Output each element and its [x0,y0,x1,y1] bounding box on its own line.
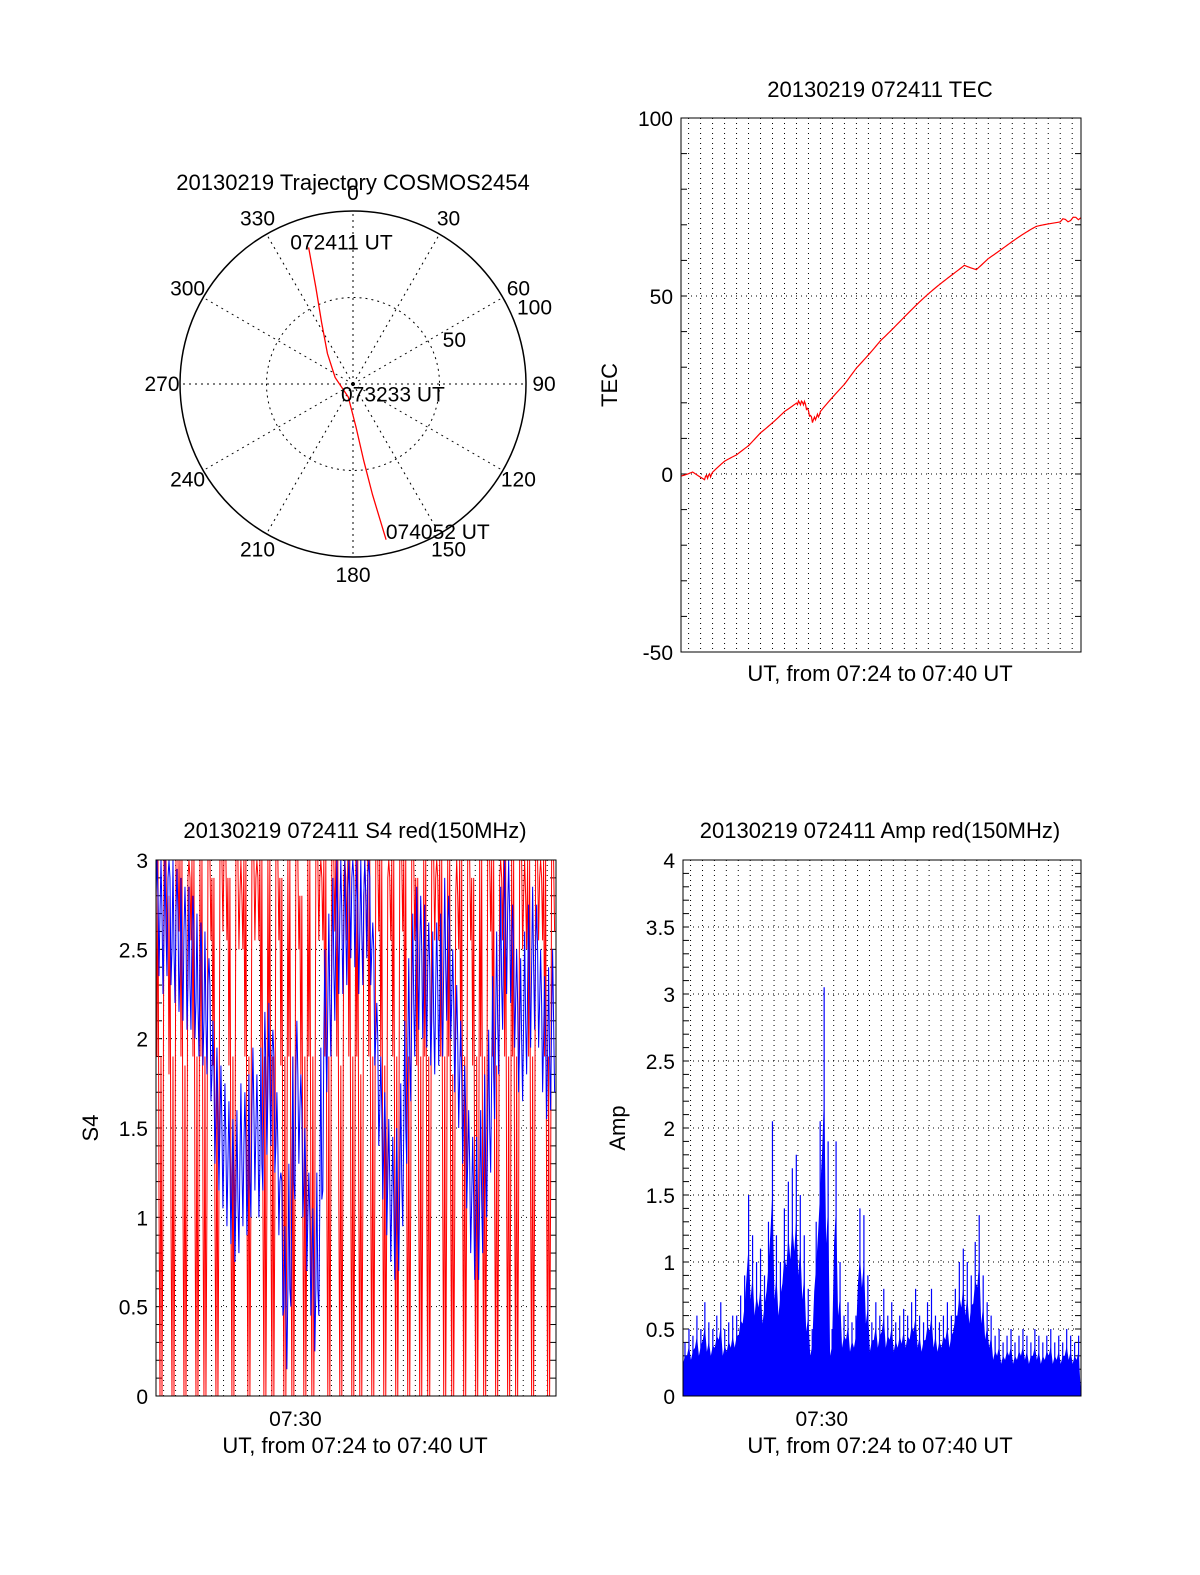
polar-grid [179,210,527,558]
polar-angle-labels: 0 30 60 90 120 150 180 210 240 270 300 330 [144,182,555,587]
amp-ytick-label: 3.5 [646,917,675,940]
amp-series [683,987,1081,1396]
tec-title: 20130219 072411 TEC [767,77,993,102]
polar-outer-circle [179,210,527,558]
amp-grid [683,859,1081,1397]
amp-ytick-label: 2.5 [646,1051,675,1074]
tec-ytick-label: -50 [643,642,673,665]
polar-trajectory-line [307,247,387,540]
tec-series [680,216,1082,481]
s4-ytick-label: 1.5 [119,1118,148,1141]
polar-angle-label: 0 [347,182,359,205]
s4-x-ticks: 07:30 [269,1408,322,1431]
s4-plot-frame [155,859,557,1397]
amp-y-ticks: 0 0.5 1 1.5 2 2.5 3 3.5 4 [646,850,676,1409]
amp-xtick-label: 07:30 [795,1408,848,1431]
polar-annotations: 072411 UT 073233 UT 074052 UT [290,231,490,544]
amp-ytick-label: 4 [663,850,675,873]
s4-xtick-label: 07:30 [269,1408,322,1431]
polar-angle-label: 180 [335,564,370,587]
tec-ytick-label: 0 [661,464,673,487]
amp-ytick-label: 1.5 [646,1185,675,1208]
s4-ytick-label: 2.5 [119,939,148,962]
polar-angle-label: 60 [507,278,530,301]
polar-angle-label: 30 [437,208,460,231]
amp-xlabel: UT, from 07:24 to 07:40 UT [747,1433,1012,1458]
amp-chart: 20130219 072411 Amp red(150MHz) 0 0.5 1 1.5… [605,818,1082,1458]
s4-line [155,859,556,1370]
polar-time-annotation: 074052 UT [386,521,490,544]
polar-spoke [352,383,504,471]
tec-y-ticks: -50 0 50 100 [638,108,673,665]
tec-ytick-label: 100 [638,108,673,131]
s4-xlabel: UT, from 07:24 to 07:40 UT [222,1433,487,1458]
polar-radial-label: 50 [443,329,466,352]
polar-time-annotation: 072411 UT [290,231,393,254]
polar-title: 20130219 Trajectory COSMOS2454 [176,170,529,195]
amp-ytick-label: 0.5 [646,1319,675,1342]
amp-ytick-label: 1 [663,1252,675,1275]
polar-angle-label: 150 [431,538,466,561]
tec-ylabel: TEC [597,363,622,407]
s4-ytick-label: 1 [136,1207,148,1230]
amp-ytick-label: 2 [663,1118,675,1141]
polar-angle-label: 240 [170,469,205,492]
s4-ylabel: S4 [78,1115,103,1142]
polar-angle-label: 210 [240,538,275,561]
polar-radial-label: 100 [517,297,552,320]
polar-radial-labels: 50 100 [443,297,552,352]
s4-chart: 20130219 072411 S4 red(150MHz) 0 0.5 1 1.5 2… [78,818,557,1458]
tec-ytick-label: 50 [650,286,673,309]
amp-area [683,1089,1081,1396]
amp-ylabel: Amp [605,1105,630,1150]
polar-series [307,247,387,540]
polar-angle-label: 270 [144,373,179,396]
polar-angle-label: 300 [170,278,205,301]
tec-chart: 20130219 072411 TEC -50 0 50 100 UT, from 0… [597,77,1082,686]
s4-ytick-label: 0.5 [119,1297,148,1320]
polar-spoke [352,383,440,535]
tec-plot-frame [680,117,1082,653]
amp-title: 20130219 072411 Amp red(150MHz) [700,818,1060,843]
polar-spoke [202,297,354,385]
polar-spoke [352,297,504,385]
tec-grid [681,117,1081,653]
s4-ytick-label: 0 [136,1386,148,1409]
polar-spoke [352,233,440,385]
s4-ytick-label: 2 [136,1029,148,1052]
s4-y-ticks: 0 0.5 1 1.5 2 2.5 3 [119,850,148,1409]
polar-spoke [266,233,354,385]
polar-spoke [202,383,354,471]
polar-spoke [266,383,354,535]
polar-time-annotation: 073233 UT [341,383,445,406]
amp-x-ticks: 07:30 [795,1408,848,1431]
polar-angle-label: 90 [532,373,555,396]
amp-ytick-label: 3 [663,984,675,1007]
tec-xlabel: UT, from 07:24 to 07:40 UT [747,661,1012,686]
s4-title: 20130219 072411 S4 red(150MHz) [183,818,526,843]
tec-line [680,216,1082,481]
polar-ring [266,297,440,471]
amp-plot-frame [682,859,1082,1397]
polar-angle-label: 330 [240,208,275,231]
amp-ytick-label: 0 [663,1386,675,1409]
polar-trajectory-chart: 20130219 Trajectory COSMOS2454 0 30 60 90 12… [144,170,555,587]
s4-ytick-label: 3 [136,850,148,873]
polar-angle-label: 120 [501,469,536,492]
